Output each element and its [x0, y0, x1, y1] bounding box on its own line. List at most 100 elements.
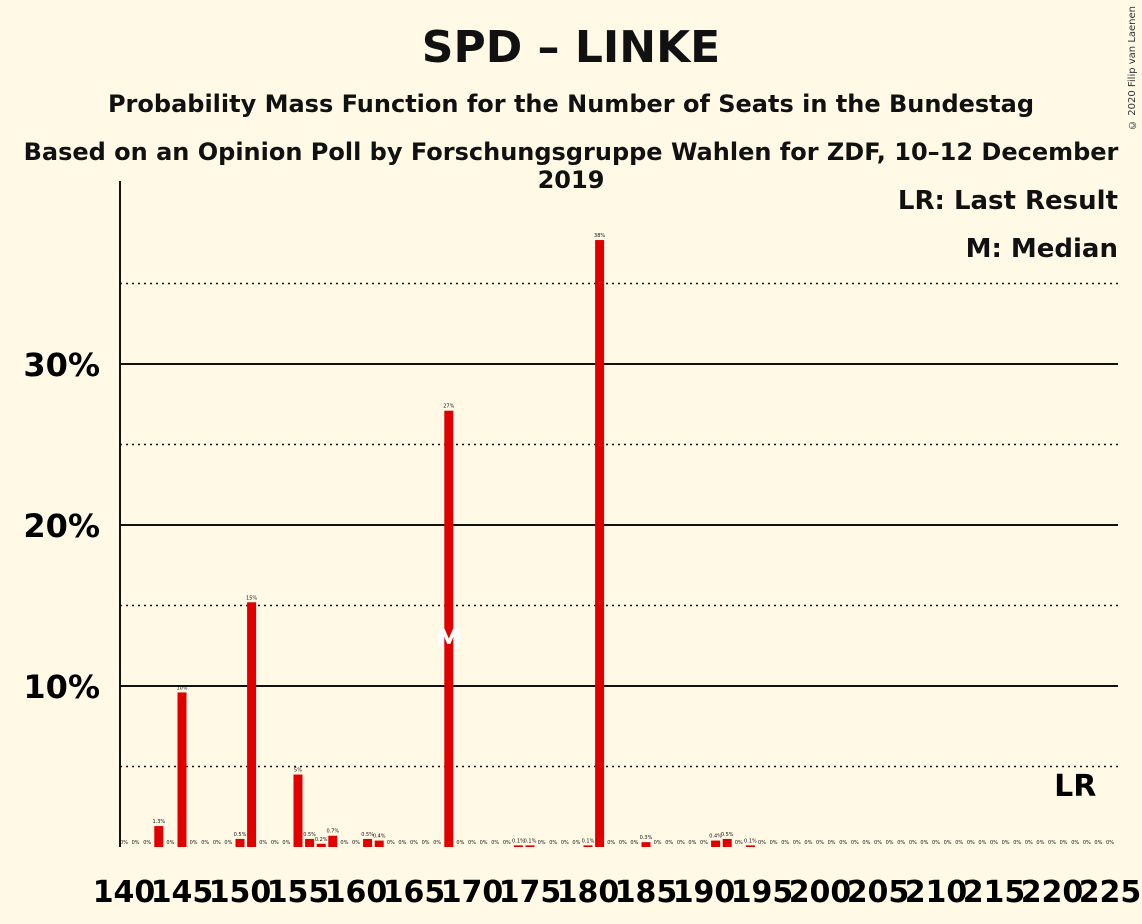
chart-source: Based on an Opinion Poll by Forschungsgr… [23, 138, 1119, 194]
bar [525, 845, 535, 847]
bar-value-label: 0% [398, 840, 406, 846]
x-tick-label: 155 [267, 875, 330, 910]
bar-value-label: 0% [665, 840, 673, 846]
bar [444, 410, 454, 847]
x-tick-label: 145 [151, 875, 214, 910]
bar-value-label: 0% [897, 840, 905, 846]
bar-value-label: 0% [607, 840, 615, 846]
bar-value-label: 0.2% [315, 837, 328, 843]
bar-value-label: 0.5% [361, 832, 374, 838]
bar-value-label: 38% [594, 233, 605, 239]
bar-value-label: 0% [920, 840, 928, 846]
bar-value-label: 0% [630, 840, 638, 846]
x-tick-label: 175 [499, 875, 562, 910]
bar-value-label: 0% [259, 840, 267, 846]
bar-value-label: 0% [1036, 840, 1044, 846]
bar-value-label: 0% [132, 840, 140, 846]
bar-value-label: 0% [480, 840, 488, 846]
bar-value-label: 0% [1025, 840, 1033, 846]
bar-value-label: 0.4% [373, 834, 386, 840]
bar-value-label: 0% [828, 840, 836, 846]
bar-value-label: 0% [944, 840, 952, 846]
median-marker: M [436, 625, 462, 655]
bar-value-label: 0% [549, 840, 557, 846]
x-tick-label: 190 [673, 875, 736, 910]
bar-value-label: 0% [793, 840, 801, 846]
bar-value-label: 0% [619, 840, 627, 846]
bar-value-label: 15% [246, 595, 257, 601]
bar-value-label: 0% [862, 840, 870, 846]
bar [316, 843, 326, 847]
bar-value-label: 0% [538, 840, 546, 846]
bar-value-label: 0% [1083, 840, 1091, 846]
bar [745, 845, 755, 847]
bar-value-label: 0.1% [582, 838, 595, 844]
x-tick-label: 200 [789, 875, 852, 910]
bar-value-label: 0% [561, 840, 569, 846]
bar-value-label: 0% [758, 840, 766, 846]
legend-median: M: Median [965, 234, 1118, 264]
bar-value-label: 0.1% [512, 838, 525, 844]
bar [722, 838, 732, 847]
bar [247, 602, 257, 847]
bar-value-label: 0.1% [744, 838, 757, 844]
bar-value-label: 0% [1002, 840, 1010, 846]
bar-value-label: 0% [654, 840, 662, 846]
bar-value-label: 0% [271, 840, 279, 846]
bar [513, 845, 523, 847]
legend-last-result: LR: Last Result [897, 186, 1118, 216]
x-tick-label: 225 [1079, 875, 1142, 910]
bar [235, 838, 245, 847]
x-tick-label: 195 [731, 875, 794, 910]
x-tick-label: 150 [209, 875, 272, 910]
bar-value-label: 27% [443, 404, 454, 410]
x-tick-label: 220 [1021, 875, 1084, 910]
bar-value-label: 0% [201, 840, 209, 846]
chart-subtitle: Probability Mass Function for the Number… [107, 90, 1035, 118]
bar-value-label: 0.5% [721, 832, 734, 838]
bar-value-label: 0% [143, 840, 151, 846]
y-tick-label: 30% [23, 346, 100, 384]
bar-value-label: 0% [781, 840, 789, 846]
bar-value-label: 0% [886, 840, 894, 846]
x-tick-label: 180 [557, 875, 620, 910]
bar-value-label: 0% [735, 840, 743, 846]
bar-value-label: 0% [387, 840, 395, 846]
x-tick-label: 185 [615, 875, 678, 910]
bar-value-label: 0.7% [326, 829, 339, 835]
bar-value-label: 0% [816, 840, 824, 846]
bar-value-label: 0% [468, 840, 476, 846]
bar-value-label: 0% [282, 840, 290, 846]
bar-value-label: 0% [677, 840, 685, 846]
x-tick-label: 140 [93, 875, 156, 910]
x-tick-label: 165 [383, 875, 446, 910]
y-tick-label: 20% [23, 507, 100, 545]
bar [641, 842, 651, 847]
bar-value-label: 0% [224, 840, 232, 846]
x-tick-label: 205 [847, 875, 910, 910]
bar-value-label: 0% [909, 840, 917, 846]
bar-value-label: 0% [503, 840, 511, 846]
bar [595, 240, 605, 847]
bar-value-label: 0.4% [709, 834, 722, 840]
bar-value-label: 0% [688, 840, 696, 846]
bar-value-label: 0% [166, 840, 174, 846]
bar [305, 838, 315, 847]
chart-title: SPD – LINKE [421, 22, 721, 73]
bar [583, 845, 593, 847]
bar-value-label: 0% [213, 840, 221, 846]
bar-value-label: 0% [410, 840, 418, 846]
y-tick-label: 10% [23, 668, 100, 706]
x-tick-label: 210 [905, 875, 968, 910]
bar-value-label: 0.1% [524, 838, 537, 844]
bar-value-label: 0% [1048, 840, 1056, 846]
bar-value-label: 0% [190, 840, 198, 846]
bar-value-label: 0% [456, 840, 464, 846]
bar [177, 692, 187, 847]
bar-value-label: 0% [874, 840, 882, 846]
bar-value-label: 0% [340, 840, 348, 846]
bar-value-label: 0% [990, 840, 998, 846]
x-tick-label: 215 [963, 875, 1026, 910]
bar-value-label: 0.5% [303, 832, 316, 838]
